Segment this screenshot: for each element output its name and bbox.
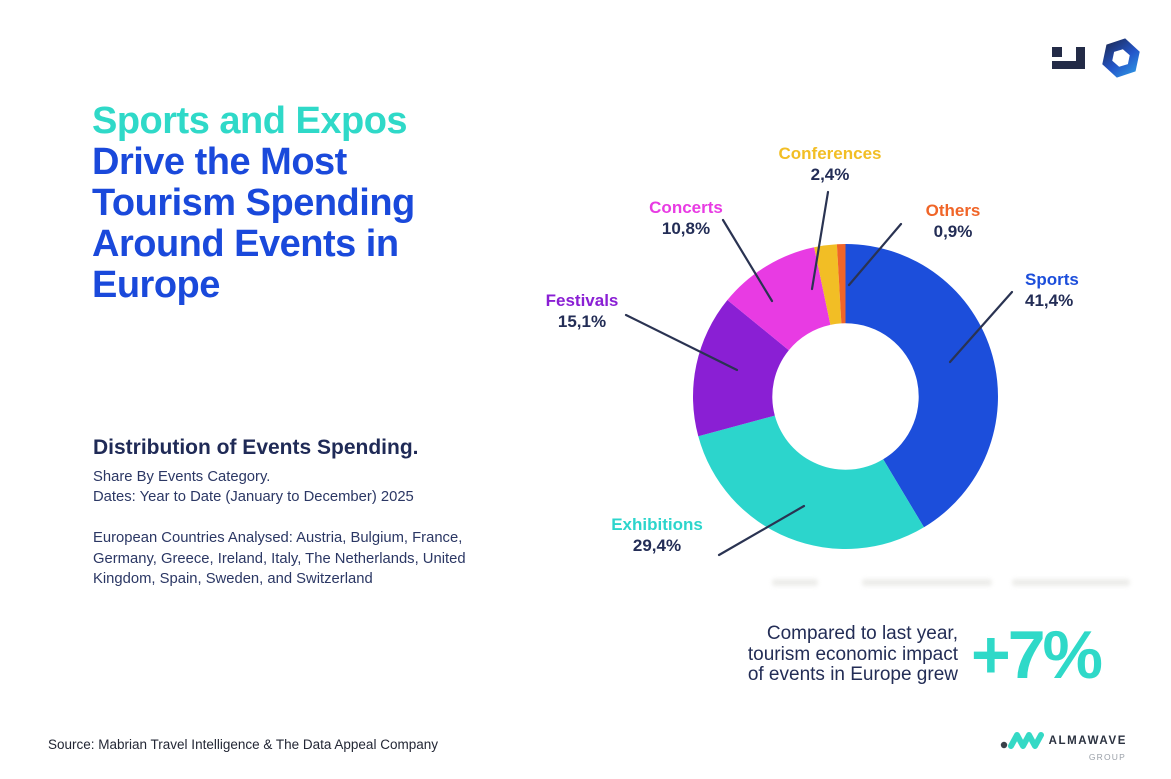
almawave-group-label: GROUP bbox=[1088, 752, 1126, 762]
growth-stat: +7% bbox=[971, 617, 1103, 693]
donut-slice-exhibitions bbox=[698, 415, 924, 549]
growth-text-line3: of events in Europe grew bbox=[747, 664, 958, 686]
almawave-wave-icon bbox=[1000, 732, 1044, 749]
leader-line-conferences bbox=[810, 190, 830, 291]
growth-text-line1: Compared to last year, bbox=[766, 623, 958, 645]
donut-slices bbox=[693, 243, 998, 549]
title-line-blue-2: Tourism Spending bbox=[92, 182, 415, 224]
growth-text-line2: tourism economic impact bbox=[747, 643, 958, 665]
slice-name-festivals: Festivals bbox=[545, 291, 619, 310]
slice-value-conferences: 2,4% bbox=[810, 165, 850, 184]
slice-name-concerts: Concerts bbox=[649, 198, 723, 217]
blurred-caption-fragment bbox=[862, 579, 992, 586]
title-line-teal: Sports and Expos bbox=[92, 100, 408, 142]
bracket-square-logo-icon bbox=[1052, 47, 1085, 69]
slice-label-others: Others 0,9% bbox=[883, 200, 1023, 242]
chart-description: Distribution of Events Spending. Share B… bbox=[93, 436, 503, 590]
slice-value-festivals: 15,1% bbox=[557, 312, 607, 331]
slice-name-exhibitions: Exhibitions bbox=[611, 515, 703, 534]
donut-slice-concerts bbox=[727, 247, 831, 351]
callout-leader-lines bbox=[624, 190, 1014, 557]
chart-subtitle-heading: Distribution of Events Spending. bbox=[93, 436, 419, 459]
blurred-caption-fragment bbox=[1012, 579, 1130, 586]
almawave-wordmark: ALMAWAVE bbox=[1048, 735, 1127, 747]
growth-highlight: Compared to last year, tourism economic … bbox=[600, 617, 1103, 693]
donut-slice-conferences bbox=[814, 244, 842, 325]
slice-label-sports: Sports 41,4% bbox=[1025, 269, 1145, 311]
donut-slice-sports bbox=[845, 244, 998, 528]
almawave-logo: ALMAWAVE GROUP bbox=[1000, 731, 1127, 762]
source-note: Source: Mabrian Travel Intelligence & Th… bbox=[48, 737, 438, 752]
title-line-blue-3: Around Events in bbox=[92, 223, 399, 265]
leader-line-sports bbox=[948, 290, 1014, 364]
donut-slice-festivals bbox=[693, 300, 789, 437]
chart-subtitle-line1: Share By Events Category. bbox=[93, 469, 271, 485]
page-title: Sports and Expos Drive the Most Tourism … bbox=[92, 101, 552, 306]
countries-analysed-note: European Countries Analysed: Austria, Bu… bbox=[93, 530, 466, 587]
slice-value-concerts: 10,8% bbox=[661, 219, 711, 238]
growth-highlight-text: Compared to last year, tourism economic … bbox=[748, 624, 958, 686]
title-line-blue-4: Europe bbox=[92, 264, 220, 306]
chart-subtitle-line2: Dates: Year to Date (January to December… bbox=[93, 489, 414, 505]
slice-name-others: Others bbox=[925, 201, 981, 220]
blurred-caption-fragment bbox=[772, 579, 818, 586]
slice-label-conferences: Conferences 2,4% bbox=[760, 143, 900, 185]
slice-label-festivals: Festivals 15,1% bbox=[512, 290, 652, 332]
leader-line-exhibitions bbox=[717, 504, 806, 557]
slice-value-others: 0,9% bbox=[933, 222, 973, 241]
slice-name-sports: Sports bbox=[1025, 270, 1079, 289]
slice-name-conferences: Conferences bbox=[778, 144, 882, 163]
slice-value-exhibitions: 29,4% bbox=[632, 536, 682, 555]
donut-slice-others bbox=[836, 243, 846, 324]
slice-label-concerts: Concerts 10,8% bbox=[616, 197, 756, 239]
title-line-blue-1: Drive the Most bbox=[92, 141, 347, 183]
slice-value-sports: 41,4% bbox=[1025, 291, 1074, 310]
hexagon-logo-icon bbox=[1102, 38, 1140, 78]
slice-label-exhibitions: Exhibitions 29,4% bbox=[587, 514, 727, 556]
partner-logos bbox=[1052, 37, 1141, 80]
